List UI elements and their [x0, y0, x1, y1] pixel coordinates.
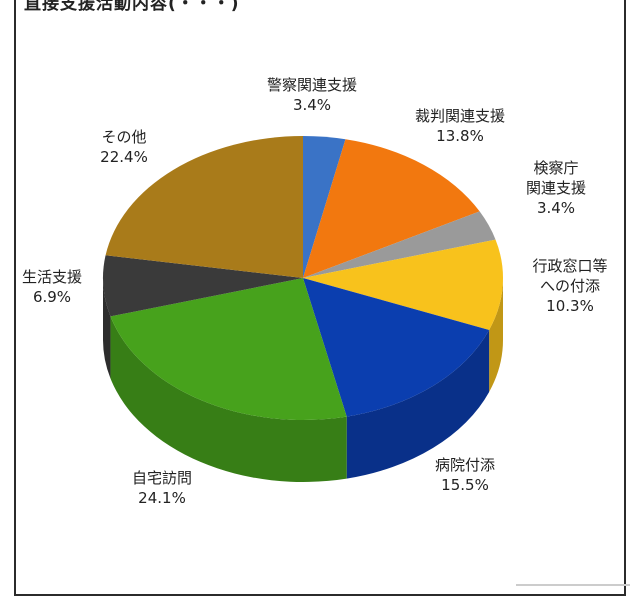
pie-slice-5 [303, 278, 490, 417]
pie-label-3: 検察庁関連支援 3.4% [526, 159, 586, 217]
pie-side-6 [110, 316, 347, 483]
pie-label-name: への付添 [540, 277, 600, 295]
pie-side-7 [103, 278, 111, 379]
pie-label-1: 警察関連支援 3.4% [267, 76, 357, 114]
pie-slice-1 [303, 136, 346, 278]
pie-sides [103, 278, 503, 483]
frame-bottom-accent [516, 584, 630, 586]
pie-label-percent: 15.5% [441, 476, 489, 494]
pie-label-4: 行政窓口等への付添 10.3% [532, 257, 607, 315]
pie-side-4 [489, 278, 503, 392]
pie-slices [102, 136, 503, 420]
pie-label-6: 自宅訪問 24.1% [132, 469, 192, 507]
pie-label-name: 行政窓口等 [532, 257, 607, 275]
pie-label-name: 関連支援 [526, 179, 586, 197]
pie-label-percent: 3.4% [293, 96, 331, 114]
pie-label-name: 裁判関連支援 [415, 107, 505, 125]
pie-label-name: 病院付添 [435, 456, 495, 474]
pie-label-name: 自宅訪問 [132, 469, 192, 487]
pie-label-name: 検察庁 [533, 159, 578, 177]
pie-slice-3 [303, 211, 496, 278]
pie-slice-4 [303, 239, 503, 330]
pie-slice-7 [102, 255, 303, 317]
pie-label-name: 生活支援 [22, 268, 82, 286]
pie-label-name: その他 [101, 128, 146, 146]
pie-label-percent: 10.3% [546, 297, 594, 315]
pie-slice-6 [110, 278, 347, 420]
pie-label-8: その他 22.4% [100, 128, 148, 166]
pie-label-2: 裁判関連支援 13.8% [415, 107, 505, 145]
chart-title: 直接支援活動内容(・・・) [24, 0, 240, 14]
pie-label-percent: 22.4% [100, 148, 148, 166]
pie-label-percent: 3.4% [537, 199, 575, 217]
pie-label-percent: 13.8% [436, 127, 484, 145]
pie-slice-2 [303, 139, 480, 278]
pie-label-7: 生活支援 6.9% [22, 268, 82, 306]
pie-slice-8 [105, 136, 303, 278]
pie-label-name: 警察関連支援 [267, 76, 357, 94]
pie-label-percent: 6.9% [33, 288, 71, 306]
pie-label-percent: 24.1% [138, 489, 186, 507]
pie-side-5 [346, 329, 490, 479]
pie-label-5: 病院付添 15.5% [435, 456, 495, 494]
pie-labels: 警察関連支援 3.4% 裁判関連支援 13.8% 検察庁関連支援 3.4% 行政窓口等への付… [22, 76, 608, 507]
